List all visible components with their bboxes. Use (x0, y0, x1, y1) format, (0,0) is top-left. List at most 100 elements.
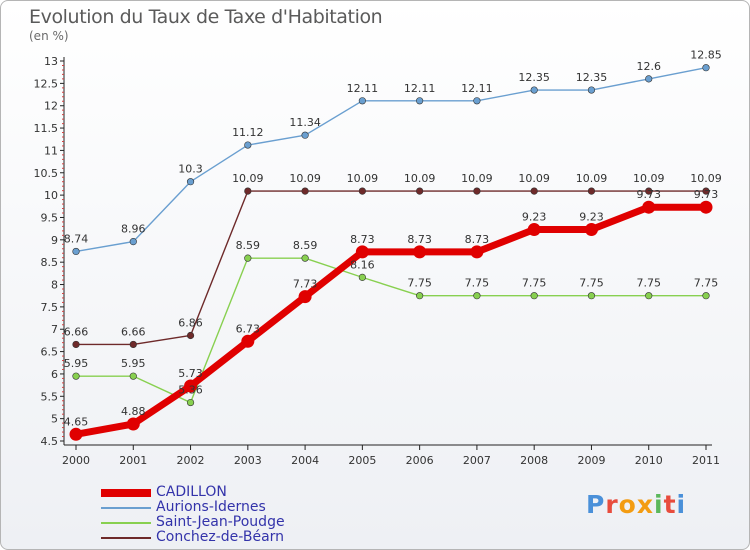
data-point (358, 187, 366, 195)
series-line-3 (75, 190, 707, 346)
chart-legend: CADILLON Aurions-Idernes Saint-Jean-Poudge… (101, 485, 285, 545)
data-point (241, 334, 255, 348)
data-label: 7.75 (465, 277, 490, 290)
data-label: 10.09 (690, 172, 722, 185)
data-point (416, 187, 424, 195)
data-point (416, 97, 424, 105)
data-label: 10.09 (347, 172, 379, 185)
data-point (587, 187, 596, 195)
data-label: 10.3 (178, 163, 203, 176)
y-tick-label: 7 (51, 323, 58, 336)
y-tick-label: 9 (51, 234, 58, 247)
data-point (702, 64, 710, 72)
data-label: 8.73 (407, 233, 432, 246)
legend-swatch (101, 536, 151, 539)
data-label: 6.73 (236, 322, 261, 335)
legend-item: Aurions-Idernes (101, 500, 285, 515)
data-label: 10.09 (461, 172, 493, 185)
y-tick-label: 9.5 (41, 211, 59, 224)
data-point (72, 372, 80, 380)
data-label: 8.96 (121, 223, 146, 236)
data-point (584, 223, 598, 237)
data-label: 8.59 (293, 239, 318, 252)
data-point (587, 292, 596, 300)
data-point (645, 75, 653, 83)
x-tick-label: 2000 (62, 454, 90, 467)
data-point (186, 178, 195, 186)
data-point (186, 331, 195, 340)
y-tick-label: 12 (44, 100, 58, 113)
data-label: 12.6 (636, 60, 661, 73)
x-tick-label: 2009 (577, 454, 605, 467)
proxiti-logo: Proxiti (586, 490, 686, 519)
data-label: 4.88 (121, 405, 146, 418)
data-point (473, 292, 481, 300)
data-point (301, 254, 309, 262)
data-point (244, 187, 252, 195)
data-label: 9.73 (694, 188, 719, 201)
data-point (699, 200, 713, 214)
legend-item: Saint-Jean-Poudge (101, 515, 285, 530)
y-tick-label: 6.5 (41, 346, 59, 359)
data-point (645, 292, 653, 300)
data-label: 4.65 (64, 415, 89, 428)
legend-item: Conchez-de-Béarn (101, 530, 285, 545)
data-label: 8.73 (465, 233, 490, 246)
data-label: 12.85 (690, 49, 722, 62)
x-tick-label: 2006 (406, 454, 434, 467)
data-label: 11.12 (232, 126, 264, 139)
data-point (530, 292, 538, 300)
data-label: 5.95 (121, 357, 146, 370)
data-point (126, 417, 140, 431)
data-point (530, 187, 538, 195)
data-label: 8.16 (350, 258, 375, 271)
series-layer (69, 64, 713, 441)
data-label: 7.75 (579, 277, 604, 290)
data-point (129, 238, 137, 246)
y-tick-label: 10 (44, 189, 58, 202)
x-tick-label: 2002 (177, 454, 205, 467)
data-label: 5.36 (178, 384, 203, 397)
x-tick-label: 2010 (635, 454, 663, 467)
data-point (470, 245, 484, 259)
data-point (416, 292, 424, 300)
data-point (530, 86, 538, 94)
legend-label: CADILLON (156, 484, 227, 500)
y-tick-label: 7.5 (41, 301, 59, 314)
chart-unit-label: (en %) (29, 29, 69, 43)
x-tick-label: 2003 (234, 454, 262, 467)
y-tick-label: 11.5 (34, 122, 59, 135)
data-label: 7.75 (694, 277, 719, 290)
data-label: 12.35 (518, 71, 550, 84)
y-tick-label: 6 (51, 368, 58, 381)
logo-letter: x (636, 490, 654, 519)
logo-letter: i (654, 490, 664, 519)
data-label: 11.34 (289, 116, 321, 129)
y-tick-label: 4.5 (41, 435, 59, 448)
y-tick-label: 12.5 (34, 77, 59, 90)
legend-label: Conchez-de-Béarn (156, 529, 285, 545)
data-label: 5.73 (178, 367, 203, 380)
data-label: 8.73 (350, 233, 375, 246)
data-label: 10.09 (404, 172, 436, 185)
y-tick-label: 13 (44, 55, 58, 68)
y-tick-label: 5 (51, 413, 58, 426)
series-line-1 (75, 67, 707, 253)
logo-letter: P (586, 490, 606, 519)
data-label: 12.11 (404, 82, 436, 95)
data-point (355, 245, 369, 259)
data-point (702, 292, 710, 300)
data-point (129, 372, 137, 380)
logo-letter: i (676, 490, 687, 519)
data-label: 12.35 (576, 71, 608, 84)
data-label: 6.66 (121, 325, 146, 338)
data-point (527, 223, 541, 237)
data-point (702, 187, 710, 195)
data-label: 7.75 (407, 277, 432, 290)
data-label: 10.09 (576, 172, 608, 185)
data-label: 12.11 (347, 82, 379, 95)
logo-letter: r (605, 490, 619, 519)
data-labels-layer: 4.65 4.88 5.73 6.73 7.73 8.73 8.73 8.73 9.23 9.23… (64, 49, 722, 429)
data-point (301, 187, 309, 195)
legend-swatch (101, 506, 151, 509)
